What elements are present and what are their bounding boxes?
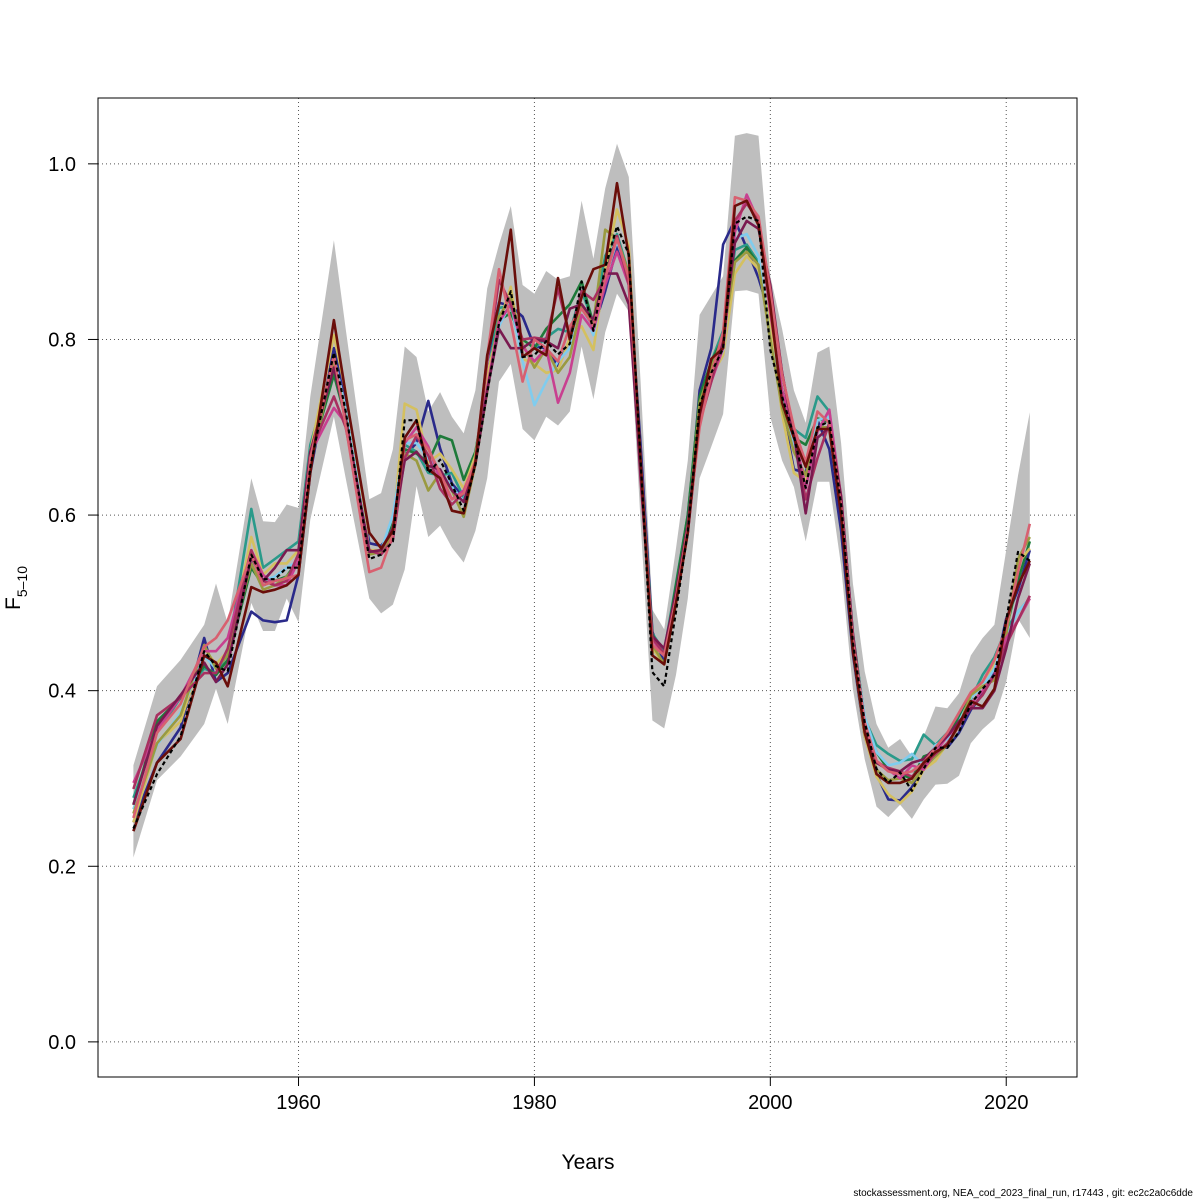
y-axis-title-group: F5–10 [2,566,30,610]
y-tick-label: 0.0 [48,1032,76,1054]
y-axis-title-subscript: 5–10 [14,566,30,597]
confidence-band-layer [133,133,1030,858]
y-tick-label: 1.0 [48,154,76,176]
confidence-band [133,133,1030,858]
y-axis-title-main: F [2,597,25,610]
series-line-retro-8 [132,202,1031,790]
x-tick-label: 2000 [748,1092,793,1114]
series-layer [132,181,1032,832]
series-line-final [132,215,1031,829]
y-tick-label: 0.6 [48,505,76,527]
axes: 1960 1980 2000 2020 0.0 0.2 0.4 0.6 0.8 1.0 [48,154,1028,1114]
series-line-retro-11 [132,181,1031,832]
x-tick-label: 2020 [984,1092,1029,1114]
plot-frame [97,97,1078,1078]
x-axis-title: Years [562,1151,615,1174]
y-axis-title: F5–10 [2,566,30,610]
x-tick-label: 1980 [512,1092,557,1114]
y-tick-label: 0.4 [48,681,76,703]
y-tick-label: 0.8 [48,329,76,351]
credit-text: stockassessment.org, NEA_cod_2023_final_… [853,1188,1193,1199]
x-tick-label: 1960 [276,1092,321,1114]
y-tick-label: 0.2 [48,856,76,878]
